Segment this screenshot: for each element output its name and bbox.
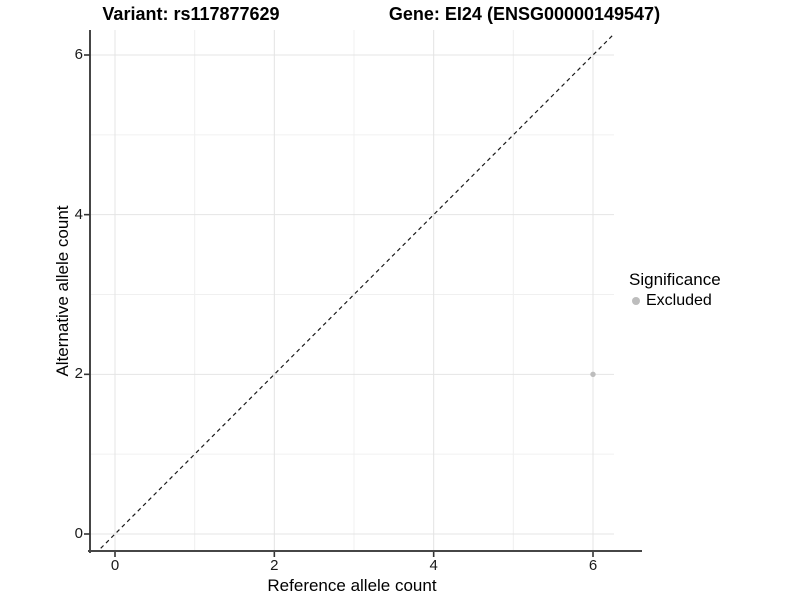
y-tick-label: 6 [74,46,83,63]
y-tick-label: 0 [74,525,83,542]
x-tick-label: 0 [110,557,120,574]
identity-reference-line [96,33,614,552]
legend-item-label: Excluded [646,292,712,309]
x-axis-title: Reference allele count [267,576,437,595]
legend: Significance Excluded [629,270,721,310]
legend-item-excluded: Excluded [632,292,721,310]
data-point [590,371,596,378]
x-tick-label: 6 [588,557,598,574]
legend-title: Significance [629,270,721,289]
y-axis-title: Alternative allele count [53,205,72,377]
x-tick-label: 2 [270,557,279,574]
y-tick-label: 2 [74,365,83,383]
x-tick-label: 4 [429,557,438,574]
variant-title: Variant: rs117877629 [102,4,280,24]
y-tick-label: 4 [74,205,83,223]
gene-title: Gene: EI24 (ENSG00000149547) [388,4,661,24]
excluded-point-icon [632,297,640,305]
